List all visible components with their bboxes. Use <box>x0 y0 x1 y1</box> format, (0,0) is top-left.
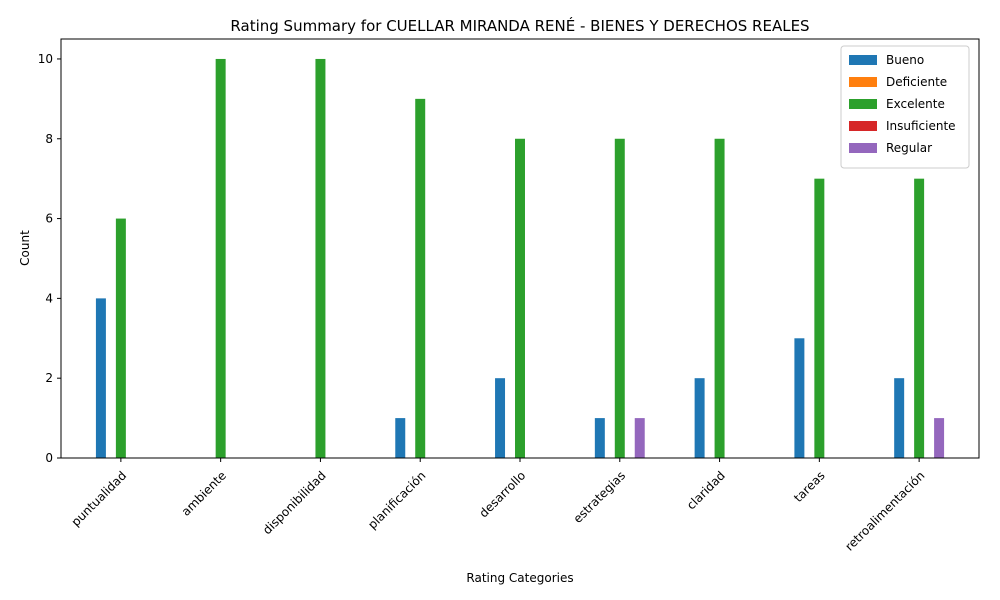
legend-label-insuficiente: Insuficiente <box>886 119 956 133</box>
bar-bueno-puntualidad <box>95 298 106 458</box>
bar-regular-estrategias <box>634 418 645 458</box>
x-tick-label: claridad <box>684 468 728 512</box>
legend-swatch-insuficiente <box>849 121 877 131</box>
bar-bueno-desarrollo <box>495 378 506 458</box>
x-tick-label: puntualidad <box>69 468 130 529</box>
bar-excelente-estrategias <box>614 138 625 458</box>
bar-excelente-tareas <box>814 178 825 459</box>
y-tick-label: 0 <box>45 451 53 465</box>
bar-excelente-ambiente <box>215 58 226 458</box>
bar-excelente-planificación <box>415 98 426 459</box>
bar-bueno-retroalimentación <box>894 378 905 458</box>
y-axis-ticks: 0 2 4 6 8 10 <box>38 52 61 465</box>
bar-regular-retroalimentación <box>934 418 945 458</box>
chart-title: Rating Summary for CUELLAR MIRANDA RENÉ … <box>230 16 809 35</box>
x-axis-label: Rating Categories <box>466 571 573 585</box>
bar-excelente-retroalimentación <box>914 178 925 459</box>
x-tick-label: retroalimentación <box>842 468 927 553</box>
legend-swatch-regular <box>849 143 877 153</box>
y-axis-label: Count <box>18 230 32 266</box>
bar-bueno-planificación <box>395 418 406 458</box>
x-tick-label: tareas <box>791 468 828 505</box>
x-tick-label: planificación <box>365 468 428 531</box>
bar-excelente-desarrollo <box>515 138 525 458</box>
y-tick-label: 6 <box>45 212 53 226</box>
legend-box <box>840 45 970 169</box>
legend-swatch-bueno <box>849 55 877 65</box>
x-tick-label: ambiente <box>179 468 229 518</box>
bar-bueno-tareas <box>794 338 805 458</box>
legend-swatch-deficiente <box>849 77 877 87</box>
bar-excelente-disponibilidad <box>315 58 326 458</box>
legend-label-regular: Regular <box>886 141 932 155</box>
x-tick-label: estrategias <box>571 468 628 525</box>
bar-bueno-estrategias <box>594 418 605 458</box>
x-tick-label: disponibilidad <box>260 468 329 537</box>
bar-excelente-puntualidad <box>115 218 126 458</box>
x-axis-ticks: puntualidad ambiente disponibilidad planifi… <box>69 458 927 554</box>
x-tick-label: desarrollo <box>476 468 528 520</box>
legend: Bueno Deficiente Excelente Insuficiente Regu… <box>840 45 970 169</box>
legend-label-excelente: Excelente <box>886 97 945 111</box>
legend-swatch-excelente <box>849 99 877 109</box>
y-tick-label: 4 <box>45 291 53 305</box>
bar-excelente-claridad <box>714 138 725 458</box>
bar-bueno-claridad <box>694 378 705 458</box>
legend-label-deficiente: Deficiente <box>886 75 947 89</box>
legend-label-bueno: Bueno <box>886 53 924 67</box>
y-tick-label: 8 <box>45 132 53 146</box>
plot-frame <box>60 38 980 459</box>
y-tick-label: 10 <box>38 52 53 66</box>
y-tick-label: 2 <box>45 371 53 385</box>
bars-group <box>95 58 945 459</box>
